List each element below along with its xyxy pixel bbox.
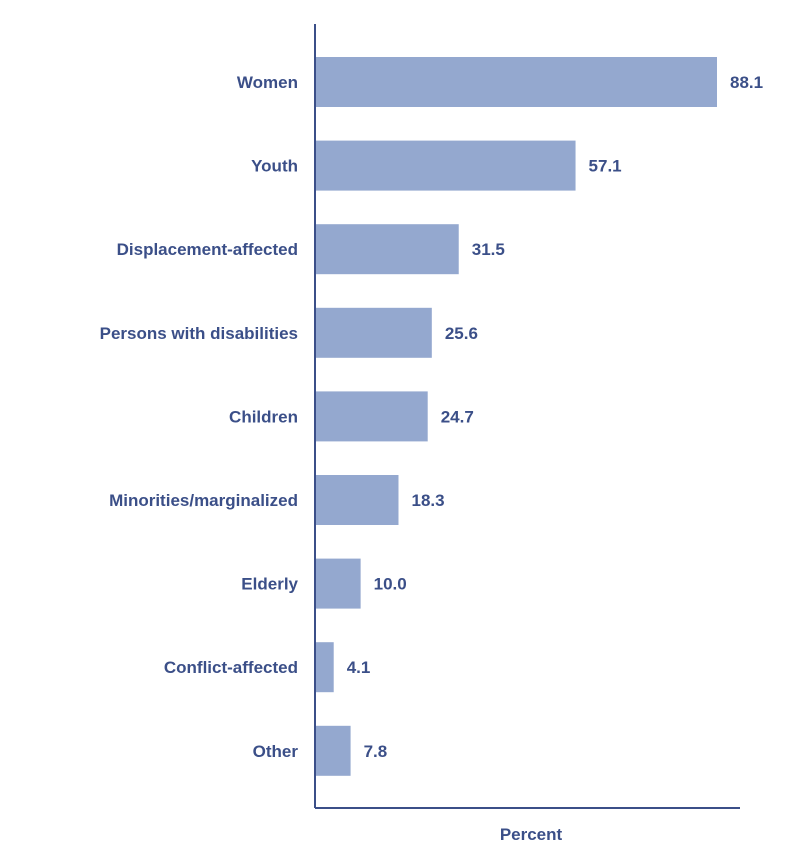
value-labels-group: 88.1 57.1 31.5 25.6 24.7 18.3 10.0 4.1 7.8 [347, 73, 763, 761]
bar-youth [315, 140, 576, 191]
category-label-women: Women [237, 73, 298, 92]
value-label-persons-with-disabilities: 25.6 [445, 324, 478, 343]
value-label-children: 24.7 [441, 407, 474, 426]
category-label-persons-with-disabilities: Persons with disabilities [100, 324, 298, 343]
bar-elderly [315, 558, 361, 609]
value-label-conflict-affected: 4.1 [347, 658, 371, 677]
category-label-other: Other [253, 742, 299, 761]
bar-children [315, 391, 428, 442]
category-labels-group: Women Youth Displacement-affected Persons w… [100, 73, 299, 761]
category-label-minorities-marginalized: Minorities/marginalized [109, 491, 298, 510]
value-label-elderly: 10.0 [374, 575, 407, 594]
bar-minorities-marginalized [315, 475, 399, 525]
value-label-youth: 57.1 [589, 157, 622, 176]
bar-women [315, 57, 717, 107]
bar-other [315, 725, 351, 776]
bar-displacement-affected [315, 224, 459, 275]
bar-conflict-affected [315, 642, 334, 693]
category-label-conflict-affected: Conflict-affected [164, 658, 298, 677]
value-label-displacement-affected: 31.5 [472, 240, 505, 259]
bars-group [315, 57, 717, 776]
category-label-children: Children [229, 407, 298, 426]
x-axis-label: Percent [500, 825, 563, 844]
category-label-displacement-affected: Displacement-affected [117, 240, 298, 259]
value-label-other: 7.8 [364, 742, 388, 761]
category-label-elderly: Elderly [241, 575, 298, 594]
bar-persons-with-disabilities [315, 307, 432, 358]
value-label-women: 88.1 [730, 73, 763, 92]
category-label-youth: Youth [251, 157, 298, 176]
value-label-minorities-marginalized: 18.3 [412, 491, 445, 510]
